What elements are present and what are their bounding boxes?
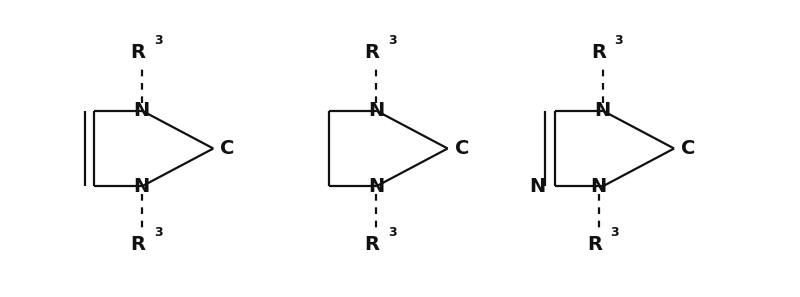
Text: 3: 3 <box>154 34 162 47</box>
Text: R: R <box>591 43 606 62</box>
Text: N: N <box>368 101 384 120</box>
Text: R: R <box>130 235 146 254</box>
Text: R: R <box>365 43 380 62</box>
Text: R: R <box>130 43 146 62</box>
Text: N: N <box>134 101 150 120</box>
Text: N: N <box>134 177 150 196</box>
Text: C: C <box>454 139 469 158</box>
Text: N: N <box>530 177 546 196</box>
Text: N: N <box>594 101 610 120</box>
Text: R: R <box>587 235 602 254</box>
Text: 3: 3 <box>610 226 619 239</box>
Text: 3: 3 <box>388 226 397 239</box>
Text: 3: 3 <box>388 34 397 47</box>
Text: N: N <box>590 177 606 196</box>
Text: C: C <box>221 139 234 158</box>
Text: 3: 3 <box>154 226 162 239</box>
Text: R: R <box>365 235 380 254</box>
Text: 3: 3 <box>614 34 623 47</box>
Text: C: C <box>681 139 695 158</box>
Text: N: N <box>368 177 384 196</box>
